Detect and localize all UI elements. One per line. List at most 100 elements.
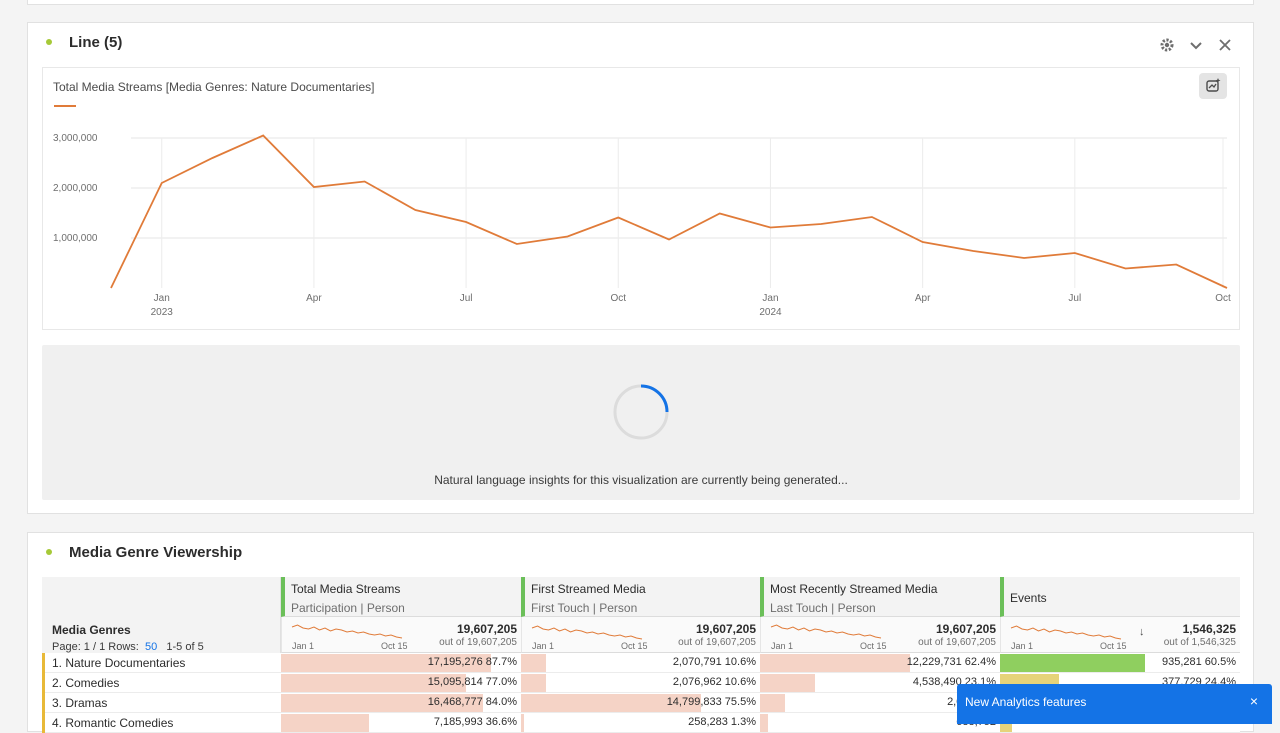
new-features-toast[interactable]: New Analytics features ×: [957, 684, 1272, 724]
x-tick-label: Jul: [1068, 293, 1081, 304]
row-highlight-bar: [42, 693, 45, 713]
toast-text: New Analytics features: [965, 695, 1087, 709]
metric-cell[interactable]: 7,185,993 36.6%: [281, 713, 521, 733]
sparkline-start-label: Jan 1: [532, 641, 555, 651]
metric-cell[interactable]: 2,076,962 10.6%: [521, 673, 760, 693]
metric-value: 258,283 1.3%: [688, 716, 756, 728]
range-text: 1-5 of 5: [166, 641, 204, 653]
legend-label: Total Media Streams [Media Genres: Natur…: [53, 80, 375, 94]
loading-spinner: [613, 384, 669, 440]
metric-value: 935,281 60.5%: [1161, 656, 1236, 668]
x-tick-year-label: 2023: [151, 307, 174, 318]
metric-bar: [760, 714, 768, 732]
sparkline-path: [531, 625, 643, 640]
column-subtitle: Participation | Person: [291, 601, 405, 615]
line-chart-card: 3,000,000 2,000,000 1,000,000 Jan 2023 Apr Jul…: [42, 67, 1240, 330]
gear-icon[interactable]: [1158, 36, 1176, 54]
column-out-of: out of 19,607,205: [678, 637, 756, 648]
y-tick-label: 1,000,000: [53, 233, 98, 244]
column-total: 19,607,205: [456, 622, 517, 636]
rows-per-page-select[interactable]: 50: [144, 641, 158, 653]
sparkline-end-label: Oct 15: [860, 641, 887, 651]
close-icon[interactable]: ×: [1249, 693, 1259, 709]
metric-bar: [760, 674, 815, 692]
metric-cell[interactable]: 17,195,276 87.7%: [281, 653, 521, 673]
column-summary: Jan 1 Oct 15 19,607,205 out of 19,607,20…: [281, 617, 521, 653]
insights-status-text: Natural language insights for this visua…: [434, 473, 848, 487]
metric-cell[interactable]: 12,229,731 62.4%: [760, 653, 1000, 673]
column-header-first-streamed-media[interactable]: First Streamed Media First Touch | Perso…: [521, 577, 760, 617]
panel-status-dot: [46, 39, 52, 45]
panel-title[interactable]: Media Genre Viewership: [69, 544, 243, 561]
chevron-down-icon[interactable]: [1187, 36, 1205, 54]
metric-cell[interactable]: 16,468,777 84.0%: [281, 693, 521, 713]
panel-header: Media Genre Viewership: [28, 533, 1253, 573]
metric-bar: [521, 654, 546, 672]
column-title: First Streamed Media: [531, 582, 646, 596]
metric-cell[interactable]: 2,070,791 10.6%: [521, 653, 760, 673]
sparkline-end-label: Oct 15: [1100, 641, 1127, 651]
metric-value: 12,229,731 62.4%: [906, 656, 996, 668]
close-icon[interactable]: [1216, 36, 1234, 54]
metric-value: 16,468,777 84.0%: [427, 696, 517, 708]
metric-cell[interactable]: 14,799,833 75.5%: [521, 693, 760, 713]
row-highlight-bar: [42, 673, 45, 693]
sort-descending-icon[interactable]: ↓: [1139, 626, 1145, 638]
column-summary: Jan 1 Oct 15 ↓ 1,546,325 out of 1,546,32…: [1000, 617, 1240, 653]
column-header-total-media-streams[interactable]: Total Media Streams Participation | Pers…: [281, 577, 521, 617]
row-label[interactable]: 4. Romantic Comedies: [52, 716, 174, 730]
metric-value: 7,185,993 36.6%: [433, 716, 517, 728]
dimension-title[interactable]: Media Genres: [52, 623, 131, 637]
insights-button[interactable]: [1199, 73, 1227, 99]
line-chart: 3,000,000 2,000,000 1,000,000 Jan 2023 Apr Jul…: [53, 133, 1231, 318]
series-line[interactable]: [110, 134, 1228, 289]
metric-cell[interactable]: 258,283 1.3%: [521, 713, 760, 733]
x-tick-label: Apr: [306, 293, 322, 304]
x-tick-label: Apr: [915, 293, 931, 304]
metric-cell[interactable]: 15,095,814 77.0%: [281, 673, 521, 693]
metric-bar: [281, 674, 466, 692]
x-tick-label: Jan: [762, 293, 778, 304]
metric-bar: [760, 694, 785, 712]
panel-status-dot: [46, 549, 52, 555]
rows-label: Rows:: [108, 641, 139, 653]
column-out-of: out of 1,546,325: [1163, 637, 1236, 648]
column-summary: Jan 1 Oct 15 19,607,205 out of 19,607,20…: [760, 617, 1000, 653]
sparkline: [770, 624, 882, 639]
y-tick-label: 3,000,000: [53, 133, 98, 144]
page-text: Page: 1 / 1: [52, 641, 106, 653]
sparkline-path: [1010, 625, 1122, 640]
row-label[interactable]: 2. Comedies: [52, 676, 120, 690]
column-header-events[interactable]: Events: [1000, 577, 1240, 617]
sparkline: [531, 625, 643, 640]
dimension-header: Media Genres Page: 1 / 1 Rows: 50 1-5 of…: [42, 577, 281, 653]
x-tick-label: Jan: [154, 293, 170, 304]
pagination-info: Page: 1 / 1 Rows: 50 1-5 of 5: [52, 641, 204, 653]
column-summary: Jan 1 Oct 15 19,607,205 out of 19,607,20…: [521, 617, 760, 653]
previous-panel-edge: [27, 0, 1254, 5]
sparkline-start-label: Jan 1: [771, 641, 794, 651]
metric-bar: [521, 674, 546, 692]
row-highlight-bar: [42, 713, 45, 733]
row-label[interactable]: 3. Dramas: [52, 696, 108, 710]
column-subtitle: First Touch | Person: [531, 601, 638, 615]
column-header-most-recently-streamed-media[interactable]: Most Recently Streamed Media Last Touch …: [760, 577, 1000, 617]
x-tick-year-label: 2024: [759, 307, 782, 318]
sparkline-path: [291, 624, 403, 639]
metric-bar: [760, 654, 910, 672]
panel-header: Line (5): [28, 23, 1253, 63]
table-row[interactable]: 1. Nature Documentaries 17,195,276 87.7% 2…: [42, 653, 1240, 673]
sparkline-start-label: Jan 1: [1011, 641, 1034, 651]
column-total: 19,607,205: [935, 622, 996, 636]
metric-bar: [281, 654, 491, 672]
panel-title[interactable]: Line (5): [69, 34, 123, 51]
sparkline: [1010, 625, 1122, 640]
x-tick-label: Oct: [1215, 293, 1231, 304]
sparkline-start-label: Jan 1: [292, 641, 315, 651]
metric-cell[interactable]: 935,281 60.5%: [1000, 653, 1240, 673]
x-tick-label: Jul: [460, 293, 473, 304]
column-title: Events: [1010, 591, 1047, 605]
x-tick-label: Oct: [610, 293, 626, 304]
row-label[interactable]: 1. Nature Documentaries: [52, 656, 186, 670]
metric-bar: [521, 714, 524, 732]
